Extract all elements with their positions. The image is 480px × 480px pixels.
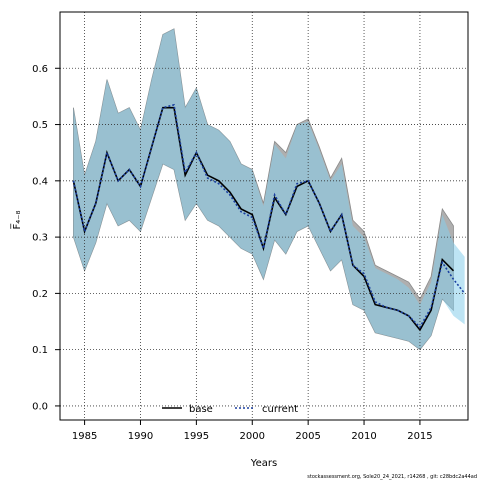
y-axis: 0.0 0.1 0.2 0.3 0.4 0.5 0.6	[32, 64, 60, 412]
y-axis-title: F̅₄₋₈	[10, 210, 23, 229]
y-tick-label: 0.5	[32, 120, 48, 131]
y-tick-label: 0.6	[32, 64, 48, 75]
x-axis: 1985 1990 1995 2000 2005 2010 2015	[72, 420, 433, 442]
series-lines	[72, 103, 466, 332]
confidence-bands	[73, 28, 465, 351]
legend-label-current: current	[262, 404, 298, 415]
x-tick-label: 1985	[72, 431, 97, 442]
legend-label-base: base	[189, 404, 213, 415]
x-tick-label: 1990	[128, 431, 153, 442]
footnote: stockassessment.org, Sole20_24_2021, r14…	[307, 474, 477, 480]
y-tick-label: 0.2	[32, 289, 48, 300]
series-line-current	[72, 103, 466, 329]
x-tick-label: 1995	[184, 431, 209, 442]
legend: base current	[162, 404, 298, 415]
x-tick-label: 2000	[240, 431, 265, 442]
y-tick-label: 0.0	[32, 401, 48, 412]
y-tick-label: 0.3	[32, 233, 48, 244]
x-tick-label: 2010	[351, 431, 376, 442]
plot-frame	[59, 11, 469, 421]
y-tick-label: 0.1	[32, 345, 48, 356]
x-tick-label: 2015	[407, 431, 432, 442]
band-current	[73, 28, 465, 350]
y-tick-label: 0.4	[32, 176, 48, 187]
grid-lines	[60, 12, 468, 420]
x-axis-title: Years	[250, 458, 277, 469]
x-tick-label: 2005	[295, 431, 320, 442]
